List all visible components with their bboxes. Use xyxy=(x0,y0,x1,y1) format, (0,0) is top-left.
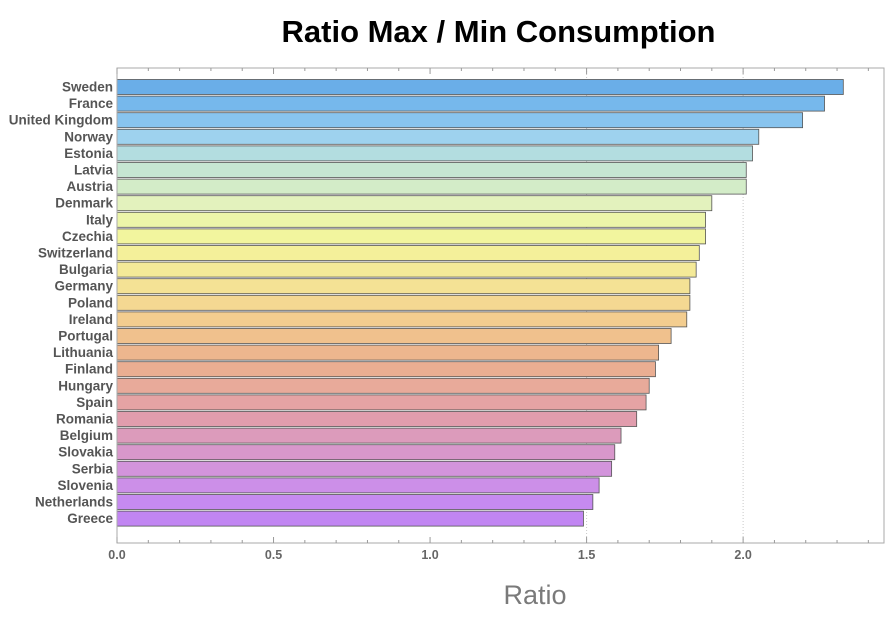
category-label: Slovenia xyxy=(57,478,113,493)
category-label: Slovakia xyxy=(58,445,113,460)
category-label: Germany xyxy=(54,279,113,294)
bar-hungary xyxy=(116,377,650,394)
category-label: Portugal xyxy=(58,329,113,344)
bar-germany xyxy=(116,278,691,295)
category-label: Italy xyxy=(86,212,114,227)
category-label: Estonia xyxy=(64,146,113,161)
bars xyxy=(116,79,844,527)
bar-czechia xyxy=(116,228,706,245)
category-label: Poland xyxy=(68,295,113,310)
category-label: Greece xyxy=(67,511,113,526)
bar-poland xyxy=(116,294,691,311)
x-axis-title: Ratio xyxy=(503,580,566,610)
category-label: Latvia xyxy=(74,163,114,178)
x-tick-label: 0.5 xyxy=(265,548,282,562)
x-tick-label: 1.5 xyxy=(578,548,595,562)
bar-slovakia xyxy=(116,444,616,461)
category-label: Norway xyxy=(64,129,113,144)
x-tick-label: 2.0 xyxy=(734,548,751,562)
x-tick-label: 1.0 xyxy=(421,548,438,562)
bar-austria xyxy=(116,178,747,195)
category-label: Czechia xyxy=(62,229,114,244)
category-label: Denmark xyxy=(55,196,113,211)
category-label: Bulgaria xyxy=(59,262,114,277)
bar-estonia xyxy=(116,145,753,162)
category-label: Lithuania xyxy=(53,345,113,360)
bar-finland xyxy=(116,361,656,378)
category-label: Sweden xyxy=(62,80,113,95)
bar-serbia xyxy=(116,460,613,477)
bar-spain xyxy=(116,394,647,411)
bar-lithuania xyxy=(116,344,659,361)
category-label: Belgium xyxy=(60,428,113,443)
bar-bulgaria xyxy=(116,261,697,278)
bar-sweden xyxy=(116,79,844,95)
category-label: Finland xyxy=(65,362,113,377)
bar-denmark xyxy=(116,195,713,212)
bar-latvia xyxy=(116,162,747,178)
bar-slovenia xyxy=(116,477,600,494)
plot-frame xyxy=(116,67,885,544)
category-label: Hungary xyxy=(58,378,113,393)
category-label: Spain xyxy=(76,395,113,410)
bar-norway xyxy=(116,128,760,145)
category-label: Ireland xyxy=(69,312,113,327)
bar-portugal xyxy=(116,328,672,344)
bar-italy xyxy=(116,211,706,228)
bar-united-kingdom xyxy=(116,112,804,129)
category-label: Switzerland xyxy=(38,246,113,261)
bar-belgium xyxy=(116,427,622,444)
bar-greece xyxy=(116,510,584,527)
bar-netherlands xyxy=(116,494,594,510)
bar-romania xyxy=(116,411,638,427)
category-label: France xyxy=(69,96,114,111)
bar-switzerland xyxy=(116,245,700,261)
bar-ireland xyxy=(116,311,688,328)
chart-title: Ratio Max / Min Consumption xyxy=(281,14,716,49)
category-label: United Kingdom xyxy=(9,113,113,128)
plot-border xyxy=(116,67,885,544)
bar-france xyxy=(116,95,825,112)
category-label: Romania xyxy=(56,412,114,427)
x-tick-label: 0.0 xyxy=(108,548,125,562)
category-label: Netherlands xyxy=(35,495,113,510)
x-axis-ticks: 0.0 0.5 1.0 1.5 2.0 xyxy=(108,68,869,562)
category-label: Austria xyxy=(66,179,113,194)
category-label: Serbia xyxy=(72,461,114,476)
